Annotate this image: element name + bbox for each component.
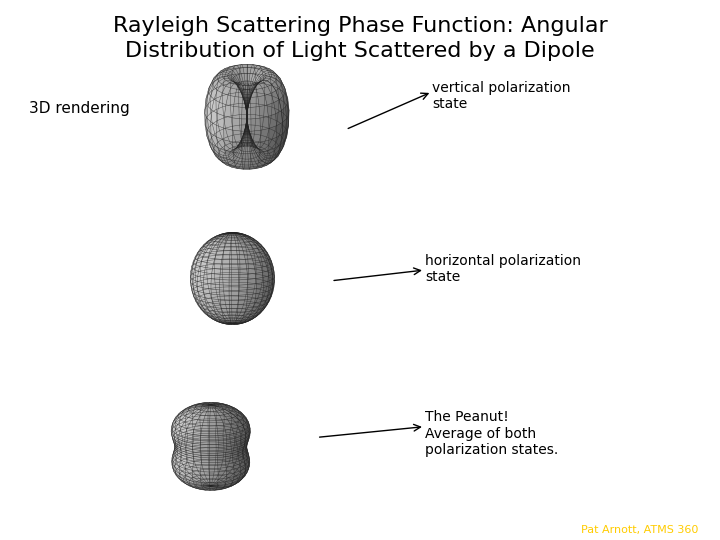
Text: The Peanut!
Average of both
polarization states.: The Peanut! Average of both polarization… xyxy=(425,410,558,457)
Text: 3D rendering: 3D rendering xyxy=(29,100,130,116)
Text: horizontal polarization
state: horizontal polarization state xyxy=(425,254,581,284)
Text: Rayleigh Scattering Phase Function: Angular
Distribution of Light Scattered by a: Rayleigh Scattering Phase Function: Angu… xyxy=(112,16,608,61)
Text: Pat Arnott, ATMS 360: Pat Arnott, ATMS 360 xyxy=(581,524,698,535)
Text: vertical polarization
state: vertical polarization state xyxy=(432,81,570,111)
